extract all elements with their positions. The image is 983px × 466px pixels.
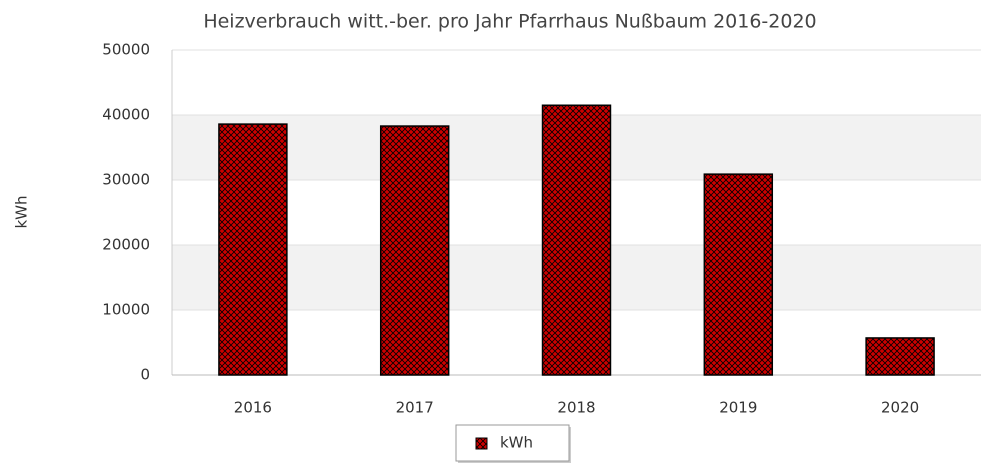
bar — [541, 104, 612, 376]
y-tick-label: 0 — [140, 366, 150, 384]
legend-box — [455, 424, 570, 462]
y-tick-label: 50000 — [102, 41, 150, 59]
y-tick-label: 30000 — [102, 171, 150, 189]
legend-swatch — [475, 437, 488, 450]
x-tick-label: 2017 — [396, 399, 434, 417]
bar — [218, 123, 288, 376]
legend-label: kWh — [500, 434, 533, 452]
bar — [865, 337, 935, 376]
y-tick-label: 10000 — [102, 301, 150, 319]
bar — [379, 125, 450, 376]
x-tick-label: 2018 — [557, 399, 595, 417]
bar — [703, 173, 774, 376]
y-axis-label: kWh — [13, 195, 31, 228]
x-tick-label: 2019 — [719, 399, 757, 417]
x-tick-label: 2020 — [881, 399, 919, 417]
y-tick-label: 20000 — [102, 236, 150, 254]
chart-title: Heizverbrauch witt.-ber. pro Jahr Pfarrh… — [203, 11, 816, 33]
x-tick-label: 2016 — [234, 399, 272, 417]
y-tick-label: 40000 — [102, 106, 150, 124]
